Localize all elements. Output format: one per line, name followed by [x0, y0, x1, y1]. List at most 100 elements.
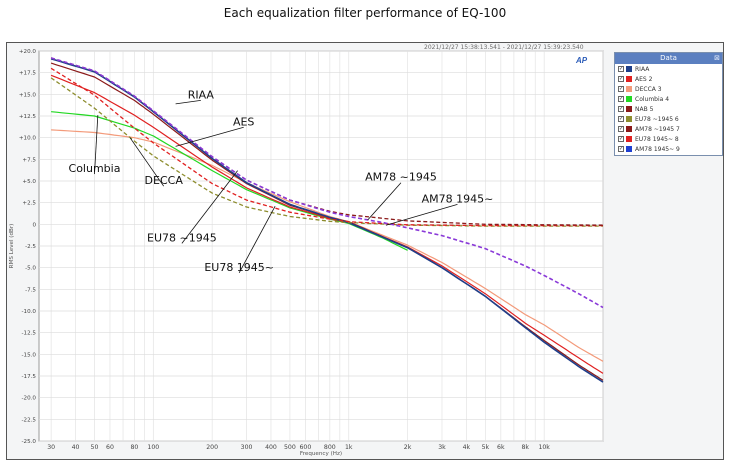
annotation-label: RIAA [188, 88, 215, 101]
x-tick-label: 1k [345, 444, 353, 451]
legend-swatch [626, 126, 632, 132]
annotation-pointer [181, 170, 238, 244]
y-tick-label: +20.0 [19, 49, 37, 55]
y-tick-label: +5.0 [22, 179, 36, 185]
annotation-pointer [367, 182, 402, 221]
legend-label: AES 2 [635, 75, 653, 83]
checkbox-icon[interactable]: ✓ [618, 146, 624, 152]
legend-item[interactable]: ✓ DECCA 3 [615, 84, 722, 94]
legend-swatch [626, 96, 632, 102]
legend-label: AM78 1945~ 9 [635, 145, 680, 153]
y-tick-label: +7.5 [22, 157, 36, 163]
x-tick-label: 5k [482, 444, 490, 451]
x-tick-label: 60 [106, 444, 114, 451]
legend-swatch [626, 136, 632, 142]
legend-label: AM78 ~1945 7 [635, 125, 680, 133]
annotation-pointer [129, 137, 165, 187]
x-tick-label: 100 [147, 444, 159, 451]
annotation-pointer [385, 204, 458, 226]
legend-swatch [626, 76, 632, 82]
legend-label: Columbia 4 [635, 95, 670, 103]
checkbox-icon[interactable]: ✓ [618, 136, 624, 142]
annotation-pointer [238, 205, 276, 274]
annotation-label: Columbia [69, 162, 121, 175]
legend-swatch [626, 106, 632, 112]
y-tick-label: -2.5 [25, 244, 36, 250]
legend-header: Data ⊠ [615, 53, 722, 64]
checkbox-icon[interactable]: ✓ [618, 96, 624, 102]
frequency-response-chart: +20.0 +17.5 +15.0 +12.5 +10.0 +7.5 +5.0 +2.5 0 -2… [9, 49, 604, 457]
y-tick-label: -15.0 [22, 352, 37, 358]
legend-item[interactable]: ✓ EU78 ~1945 6 [615, 114, 722, 124]
y-tick-label: -25.0 [22, 439, 37, 445]
y-tick-label: +10.0 [19, 136, 37, 142]
y-tick-label: -5.0 [25, 266, 36, 272]
x-tick-label: 30 [47, 444, 55, 451]
annotation-label: EU78 ~1945 [147, 231, 217, 244]
legend-item[interactable]: ✓ EU78 1945~ 8 [615, 134, 722, 144]
y-tick-label: -17.5 [22, 374, 37, 380]
y-tick-label: -10.0 [22, 309, 37, 315]
legend-item[interactable]: ✓ AM78 1945~ 9 [615, 144, 722, 154]
x-tick-label: 40 [72, 444, 80, 451]
legend-label: EU78 ~1945 6 [635, 115, 679, 123]
chart-frame: +20.0 +17.5 +15.0 +12.5 +10.0 +7.5 +5.0 +2.5 0 -2… [6, 42, 724, 460]
legend-swatch [626, 86, 632, 92]
x-tick-label: 10k [538, 444, 550, 451]
series-line [50, 57, 604, 309]
legend-item[interactable]: ✓ NAB 5 [615, 104, 722, 114]
checkbox-icon[interactable]: ✓ [618, 116, 624, 122]
page-title: Each equalization filter performance of … [223, 6, 507, 20]
annotation-pointer [175, 126, 244, 147]
annotation-label: EU78 1945~ [204, 261, 274, 274]
annotation-label: AES [233, 115, 254, 128]
x-tick-label: 400 [265, 444, 277, 451]
x-axis-label: Frequency (Hz) [300, 451, 342, 457]
y-tick-label: 0 [32, 222, 36, 228]
legend-swatch [626, 116, 632, 122]
x-tick-label: 800 [324, 444, 336, 451]
x-tick-label: 600 [299, 444, 311, 451]
checkbox-icon[interactable]: ✓ [618, 66, 624, 72]
close-icon[interactable]: ⊠ [714, 54, 720, 62]
legend-title: Data [660, 54, 677, 62]
x-tick-label: 2k [404, 444, 412, 451]
legend-item[interactable]: ✓ RIAA [615, 64, 722, 74]
y-tick-label: +12.5 [19, 114, 37, 120]
checkbox-icon[interactable]: ✓ [618, 106, 624, 112]
x-tick-label: 500 [284, 444, 296, 451]
series-line [50, 67, 603, 227]
legend-item[interactable]: ✓ AM78 ~1945 7 [615, 124, 722, 134]
legend-item[interactable]: ✓ Columbia 4 [615, 94, 722, 104]
x-tick-label: 300 [241, 444, 253, 451]
legend-swatch [626, 66, 632, 72]
series-line [51, 111, 408, 251]
checkbox-icon[interactable]: ✓ [618, 126, 624, 132]
y-tick-label: +15.0 [19, 92, 37, 98]
x-tick-label: 50 [91, 444, 99, 451]
legend-list: ✓ RIAA ✓ AES 2 ✓ DECCA 3 ✓ Columbia 4 ✓ NAB 5 ✓ EU7… [615, 64, 722, 154]
x-tick-label: 4k [463, 444, 471, 451]
ap-logo: AP [576, 56, 588, 65]
legend-label: RIAA [635, 65, 650, 73]
legend-label: EU78 1945~ 8 [635, 135, 679, 143]
annotation-label: AM78 ~1945 [365, 171, 437, 184]
legend-label: DECCA 3 [635, 85, 662, 93]
measurement-timestamp: 2021/12/27 15:38:13.541 - 2021/12/27 15:… [424, 44, 584, 51]
x-tick-label: 80 [130, 444, 138, 451]
legend-swatch [626, 146, 632, 152]
x-tick-label: 3k [438, 444, 446, 451]
legend-panel[interactable]: Data ⊠ ✓ RIAA ✓ AES 2 ✓ DECCA 3 ✓ Columbia 4 ✓ NA… [614, 52, 723, 156]
y-tick-label: +2.5 [22, 201, 36, 207]
checkbox-icon[interactable]: ✓ [618, 86, 624, 92]
legend-label: NAB 5 [635, 105, 654, 113]
x-tick-label: 6k [497, 444, 505, 451]
y-tick-label: -7.5 [25, 287, 36, 293]
legend-item[interactable]: ✓ AES 2 [615, 74, 722, 84]
y-tick-label: -12.5 [22, 331, 37, 337]
annotation-pointer [94, 115, 99, 175]
checkbox-icon[interactable]: ✓ [618, 76, 624, 82]
y-tick-label: -20.0 [22, 396, 37, 402]
x-tick-label: 8k [521, 444, 529, 451]
y-tick-label: +17.5 [19, 71, 37, 77]
